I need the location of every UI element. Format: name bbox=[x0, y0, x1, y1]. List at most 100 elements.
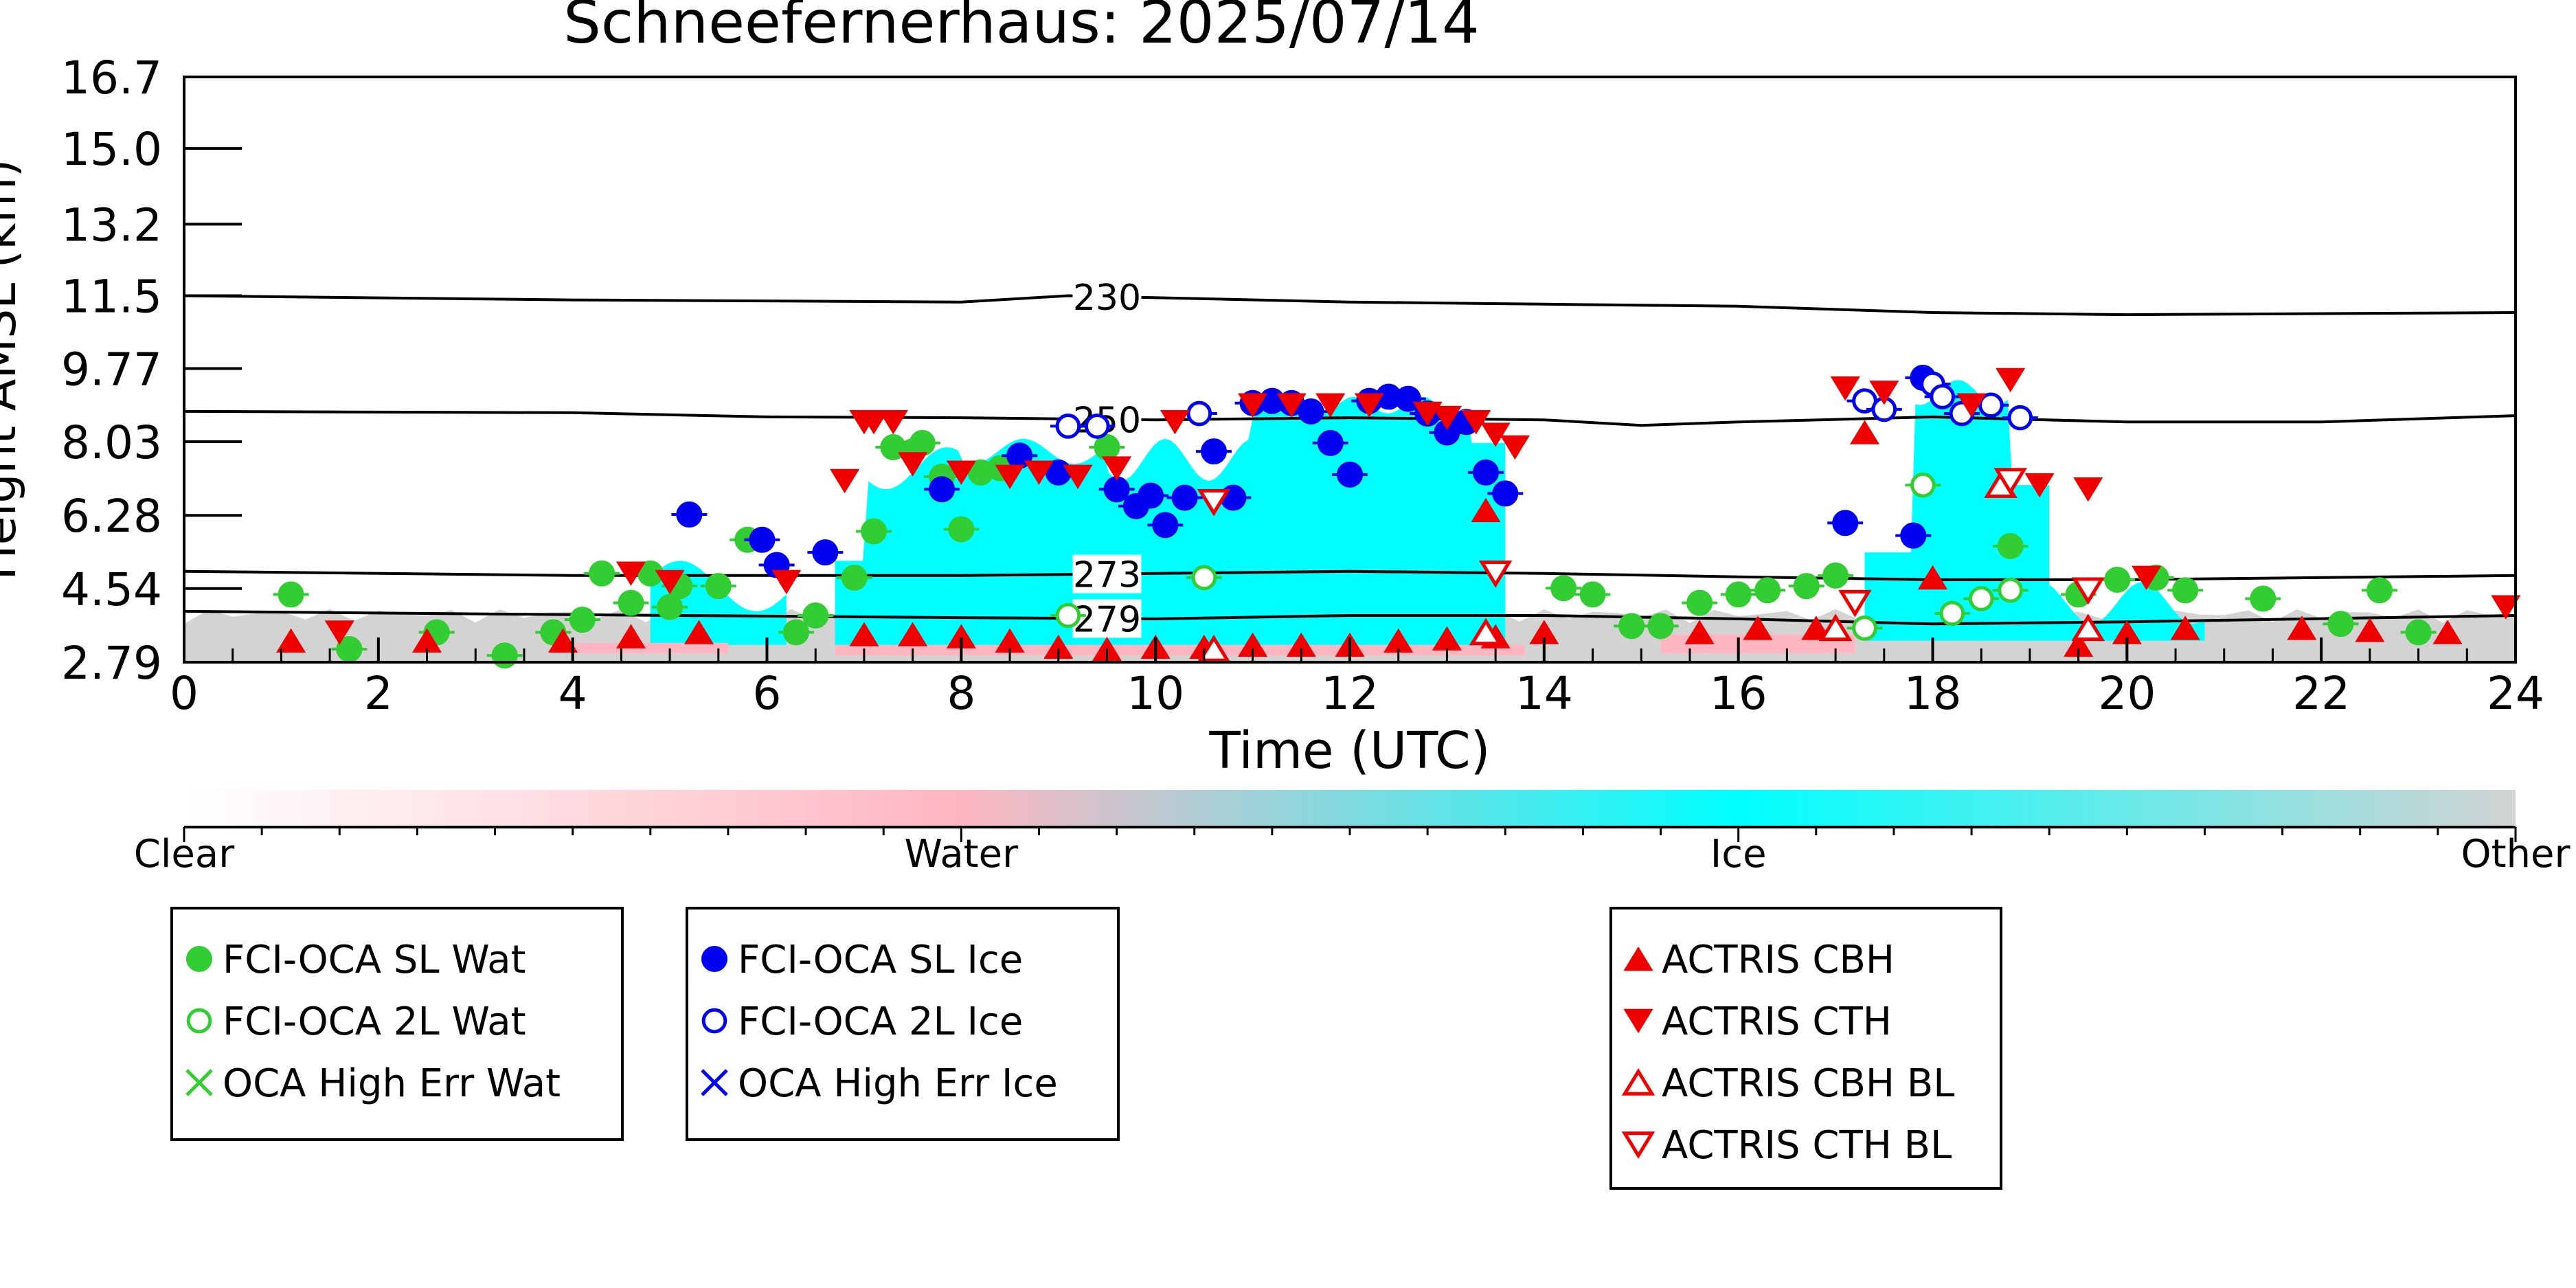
legend-label: OCA High Err Ice bbox=[738, 1061, 1058, 1106]
legend-marker bbox=[186, 946, 212, 972]
data-point bbox=[2104, 566, 2131, 593]
data-point bbox=[569, 607, 596, 633]
x-tick-label: 0 bbox=[170, 667, 199, 720]
data-point bbox=[1471, 497, 1501, 523]
data-point bbox=[1138, 482, 1164, 509]
x-tick-label: 14 bbox=[1515, 667, 1573, 720]
data-point bbox=[2355, 618, 2385, 642]
legend-label: ACTRIS CTH bbox=[1662, 999, 1892, 1044]
data-point bbox=[1997, 532, 2024, 559]
colorbar-ticks: Clear Water Ice Other bbox=[134, 827, 2571, 877]
data-point bbox=[1317, 429, 1344, 456]
data-point bbox=[2132, 565, 2162, 591]
y-axis-label: Height AMSL (km) bbox=[0, 159, 27, 580]
x-tick-label: 16 bbox=[1710, 667, 1767, 720]
data-point bbox=[1432, 405, 1462, 431]
x-tick-label: 18 bbox=[1904, 667, 1962, 720]
data-point bbox=[1055, 414, 1081, 439]
legend-marker bbox=[185, 1069, 213, 1096]
data-point bbox=[1492, 480, 1519, 507]
isotherm-label-bg bbox=[1072, 277, 1142, 316]
x-tick-label: 2 bbox=[364, 667, 393, 720]
data-point bbox=[849, 622, 879, 646]
data-point bbox=[1801, 615, 1831, 640]
data-point bbox=[1754, 577, 1781, 604]
data-point bbox=[2007, 405, 2033, 431]
data-point bbox=[705, 573, 732, 600]
data-point bbox=[841, 564, 868, 591]
data-point bbox=[1822, 562, 1849, 589]
data-point bbox=[812, 539, 839, 566]
data-point bbox=[802, 602, 829, 629]
legend-label: FCI-OCA 2L Wat bbox=[223, 999, 526, 1044]
y-tick-label: 2.79 bbox=[61, 637, 162, 690]
data-point bbox=[589, 560, 615, 587]
data-point bbox=[1337, 461, 1363, 488]
data-point bbox=[491, 642, 518, 669]
legend-marker bbox=[1621, 1068, 1656, 1096]
data-point bbox=[547, 628, 578, 653]
colorbar-label: Clear bbox=[134, 832, 235, 877]
data-point bbox=[2172, 577, 2199, 604]
data-point bbox=[1998, 577, 2023, 603]
isotherm-label-bg bbox=[1072, 599, 1142, 638]
data-point bbox=[749, 526, 776, 553]
y-axis: 2.79 4.54 6.28 8.03 9.77 11.5 13.2 15.0 16.7 bbox=[61, 52, 242, 690]
data-point bbox=[995, 464, 1025, 490]
data-point bbox=[2073, 477, 2103, 502]
isotherm-label: 273 bbox=[1073, 555, 1141, 596]
data-point bbox=[1298, 398, 1324, 425]
data-point bbox=[324, 620, 354, 645]
legend-marker bbox=[186, 1008, 212, 1034]
y-tick-label: 9.77 bbox=[61, 343, 162, 396]
data-point bbox=[1550, 575, 1577, 602]
x-tick-label: 4 bbox=[558, 667, 587, 720]
data-point bbox=[1956, 393, 1987, 418]
data-point bbox=[1191, 565, 1217, 591]
data-point bbox=[861, 518, 888, 545]
y-tick-label: 16.7 bbox=[61, 52, 162, 104]
data-point bbox=[1793, 573, 1820, 600]
data-point bbox=[615, 561, 646, 586]
legend-label: FCI-OCA SL Ice bbox=[738, 938, 1023, 982]
isotherm-line bbox=[183, 294, 2516, 317]
data-point bbox=[1197, 635, 1231, 662]
y-tick-label: 8.03 bbox=[61, 416, 162, 469]
colorbar-label: Water bbox=[905, 832, 1019, 877]
x-tick-label: 12 bbox=[1321, 667, 1379, 720]
legend-marker bbox=[1623, 1008, 1653, 1034]
data-point bbox=[1993, 468, 2027, 496]
isotherm-line bbox=[183, 409, 2516, 427]
data-point bbox=[1684, 620, 1715, 644]
data-point bbox=[1939, 600, 1965, 626]
data-point bbox=[2366, 577, 2393, 604]
data-point bbox=[2071, 613, 2105, 642]
data-point bbox=[1869, 381, 1899, 405]
data-point bbox=[1461, 410, 1491, 435]
data-point bbox=[1024, 460, 1054, 485]
data-point bbox=[2170, 615, 2200, 640]
data-point bbox=[676, 501, 703, 528]
x-tick-label: 10 bbox=[1127, 667, 1184, 720]
data-point bbox=[1838, 589, 1872, 618]
isotherm-label-bg bbox=[1072, 554, 1142, 594]
isotherm-line bbox=[183, 569, 2516, 581]
data-point bbox=[1478, 561, 1513, 588]
data-point bbox=[1910, 472, 1936, 498]
data-point bbox=[1917, 565, 1948, 590]
phase-region bbox=[1864, 380, 2050, 641]
data-point bbox=[1160, 410, 1190, 435]
data-point bbox=[771, 569, 802, 595]
data-point bbox=[1238, 393, 1268, 418]
chart-title: Schneefernerhaus: 2025/07/14 bbox=[563, 0, 1480, 57]
legend-label: ACTRIS CTH BL bbox=[1662, 1123, 1952, 1168]
y-tick-label: 13.2 bbox=[61, 199, 162, 251]
data-point bbox=[1930, 384, 1955, 409]
data-point bbox=[2327, 611, 2354, 637]
data-point bbox=[1618, 613, 1645, 640]
data-point bbox=[618, 589, 644, 616]
data-point bbox=[2250, 585, 2276, 612]
data-point bbox=[2405, 619, 2432, 646]
legend-label: ACTRIS CBH BL bbox=[1662, 1061, 1954, 1106]
